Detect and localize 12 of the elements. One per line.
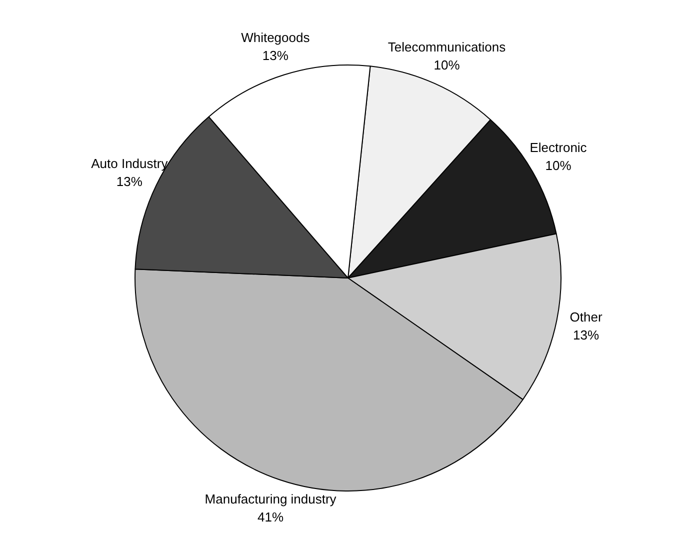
slice-label: Manufacturing industry	[204, 492, 337, 507]
data-label: 13%	[262, 48, 289, 63]
data-label: 41%	[258, 510, 284, 525]
data-label: 10%	[545, 158, 572, 174]
data-label: 13%	[116, 174, 143, 189]
data-label: 10%	[434, 58, 460, 73]
slice-label: Electronic	[530, 140, 588, 156]
slice-label: Telecommunications	[388, 40, 506, 55]
slice-label: Other	[570, 309, 603, 324]
slice-label: Whitegoods	[241, 30, 310, 45]
data-label: 13%	[573, 327, 600, 342]
slice-label: Auto Industry	[91, 156, 168, 171]
